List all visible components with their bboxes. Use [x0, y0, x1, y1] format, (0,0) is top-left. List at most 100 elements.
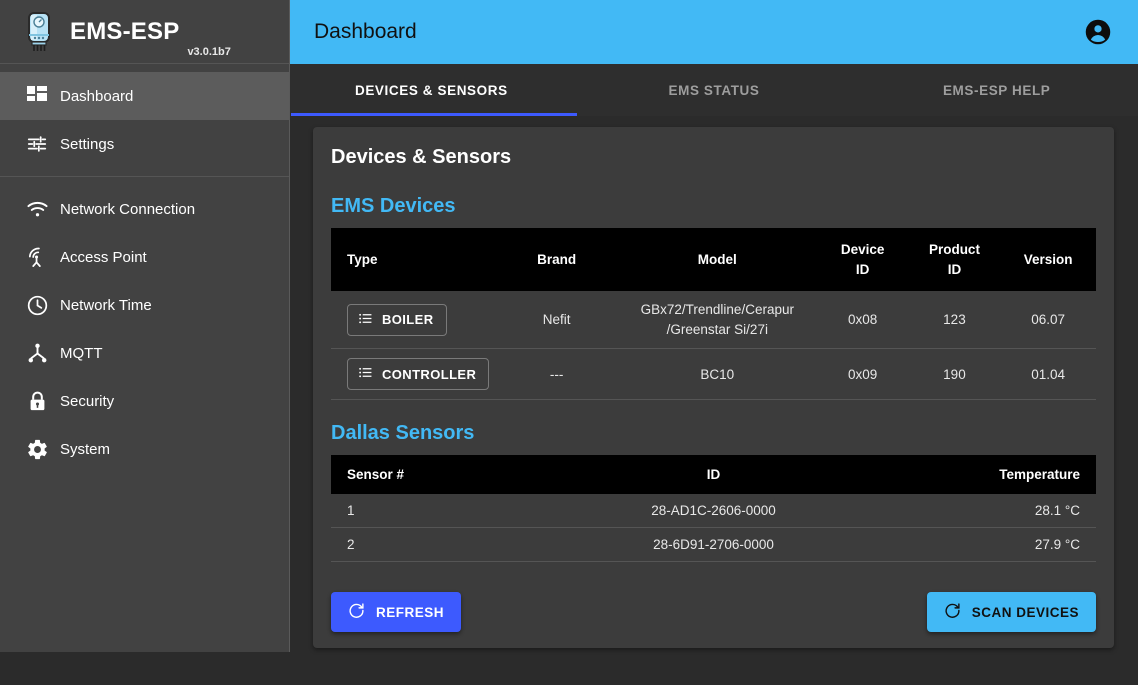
column-header-device-id-line1: Device [840, 242, 885, 257]
sensor-number-cell: 1 [331, 494, 561, 529]
refresh-button[interactable]: REFRESH [331, 592, 462, 633]
refresh-icon [348, 602, 365, 622]
clock-icon [14, 294, 60, 317]
active-tab-indicator [291, 113, 577, 116]
column-header-model: Model [617, 228, 817, 292]
sensor-temperature-cell: 27.9 °C [866, 527, 1096, 563]
brand-header: EMS-ESP v3.0.1b7 [0, 0, 289, 64]
account-circle-icon[interactable] [1082, 16, 1114, 48]
card-title: Devices & Sensors [331, 146, 512, 168]
list-icon [358, 311, 373, 329]
column-header-product-id-line1: Product [928, 242, 980, 257]
sidebar: EMS-ESP v3.0.1b7 Dashboard [0, 0, 290, 652]
device-brand-cell: Nefit [495, 291, 618, 350]
tab-bar: DEVICES & SENSORS EMS STATUS EMS-ESP HEL… [290, 64, 1138, 116]
sidebar-item-access-point[interactable]: Access Point [0, 233, 289, 281]
devices-and-sensors-card: Devices & Sensors EMS Devices Type Brand… [313, 127, 1114, 648]
mqtt-node-icon [14, 342, 60, 365]
device-version-cell: 01.04 [1000, 348, 1096, 401]
sidebar-item-label: MQTT [60, 344, 103, 362]
device-model-cell: BC10 [617, 348, 817, 401]
dallas-sensors-section-title: Dallas Sensors [331, 422, 475, 445]
sidebar-item-settings[interactable]: Settings [0, 120, 289, 168]
page-title: Dashboard [314, 20, 417, 43]
chip-label: CONTROLLER [382, 366, 477, 382]
device-brand-cell: --- [495, 348, 618, 401]
column-header-device-id: Device ID [816, 228, 909, 292]
dallas-sensors-table-body: 1 28-AD1C-2606-0000 28.1 °C 2 28-6D91-27… [331, 494, 1096, 563]
sidebar-item-network-time[interactable]: Network Time [0, 281, 289, 329]
access-point-icon [14, 246, 60, 269]
tab-label: DEVICES & SENSORS [354, 82, 508, 98]
sensor-id-cell: 28-AD1C-2606-0000 [560, 494, 867, 529]
product-id-cell: 123 [908, 291, 1001, 350]
sidebar-item-label: Dashboard [60, 87, 134, 105]
content-area: Devices & Sensors EMS Devices Type Brand… [290, 116, 1138, 685]
sidebar-item-network-connection[interactable]: Network Connection [0, 185, 289, 233]
brand-version: v3.0.1b7 [187, 46, 231, 58]
tab-label: EMS-ESP HELP [942, 82, 1051, 98]
boiler-logo-icon [22, 10, 56, 54]
column-header-product-id-line2: ID [947, 261, 962, 277]
device-version-cell: 06.07 [1000, 291, 1096, 350]
sidebar-item-label: Settings [60, 135, 115, 153]
column-header-temperature: Temperature [866, 455, 1096, 495]
sensor-temperature-cell: 28.1 °C [866, 494, 1096, 529]
device-id-cell: 0x08 [816, 291, 909, 350]
sidebar-item-label: Access Point [60, 248, 147, 266]
sidebar-item-label: Network Connection [60, 200, 196, 218]
nav-top-spacer [0, 64, 289, 72]
column-header-device-id-line2: ID [855, 261, 870, 277]
table-row: CONTROLLER --- BC10 0x09 190 01.04 [331, 348, 1096, 401]
column-header-type: Type [331, 228, 496, 292]
table-row: 2 28-6D91-2706-0000 27.9 °C [331, 527, 1096, 563]
table-header-row: Type Brand Model Device ID [331, 228, 1096, 292]
sidebar-item-label: System [60, 440, 111, 458]
dallas-sensors-table-head: Sensor # ID Temperature [331, 455, 1096, 495]
sidebar-item-dashboard[interactable]: Dashboard [0, 72, 289, 120]
lock-icon [14, 390, 60, 413]
device-type-chip-controller[interactable]: CONTROLLER [347, 358, 490, 391]
dashboard-grid-icon [14, 85, 60, 107]
product-id-cell: 190 [908, 348, 1001, 401]
scan-devices-button[interactable]: SCAN DEVICES [926, 592, 1096, 633]
column-header-product-id: Product ID [908, 228, 1001, 292]
tab-ems-status[interactable]: EMS STATUS [573, 64, 856, 116]
device-type-chip-boiler[interactable]: BOILER [347, 303, 447, 336]
dallas-sensors-table: Sensor # ID Temperature 1 28-AD1C-2606-0… [331, 455, 1096, 563]
device-model-cell: GBx72/Trendline/Cerapur /Greenstar Si/27… [617, 291, 817, 350]
wifi-icon [14, 198, 60, 221]
sidebar-item-label: Security [60, 392, 115, 410]
sidebar-item-system[interactable]: System [0, 425, 289, 473]
gear-icon [14, 438, 60, 461]
sidebar-item-security[interactable]: Security [0, 377, 289, 425]
ems-devices-table-body: BOILER Nefit GBx72/Trendline/Cerapur /Gr… [331, 291, 1096, 401]
list-icon [358, 365, 373, 383]
device-model-line2: /Greenstar Si/27i [666, 321, 768, 337]
card-actions: REFRESH SCAN DEVICES [331, 592, 1096, 633]
sidebar-nav-secondary: Network Connection Access Point [0, 185, 289, 473]
table-row: 1 28-AD1C-2606-0000 28.1 °C [331, 494, 1096, 529]
refresh-icon [944, 602, 961, 622]
tab-devices-and-sensors[interactable]: DEVICES & SENSORS [290, 64, 573, 116]
device-id-cell: 0x09 [816, 348, 909, 401]
ems-devices-table: Type Brand Model Device ID [331, 228, 1096, 401]
chip-label: BOILER [382, 312, 434, 328]
column-header-sensor-number: Sensor # [331, 455, 561, 495]
sidebar-divider [0, 176, 289, 177]
app-bar: Dashboard [290, 0, 1138, 64]
column-header-version: Version [1000, 228, 1096, 292]
table-header-row: Sensor # ID Temperature [331, 455, 1096, 495]
tab-ems-esp-help[interactable]: EMS-ESP HELP [855, 64, 1138, 116]
ems-devices-section-title: EMS Devices [331, 195, 456, 217]
sensor-number-cell: 2 [331, 527, 561, 563]
device-type-cell: CONTROLLER [331, 348, 496, 401]
main-region: Dashboard DEVICES & SENSORS EMS STATUS E… [290, 0, 1138, 685]
scan-devices-button-label: SCAN DEVICES [971, 604, 1079, 620]
sidebar-item-mqtt[interactable]: MQTT [0, 329, 289, 377]
brand-title: EMS-ESP [70, 17, 180, 45]
ems-devices-table-head: Type Brand Model Device ID [331, 228, 1096, 292]
refresh-button-label: REFRESH [376, 604, 445, 620]
device-model-line1: GBx72/Trendline/Cerapur [640, 302, 794, 318]
